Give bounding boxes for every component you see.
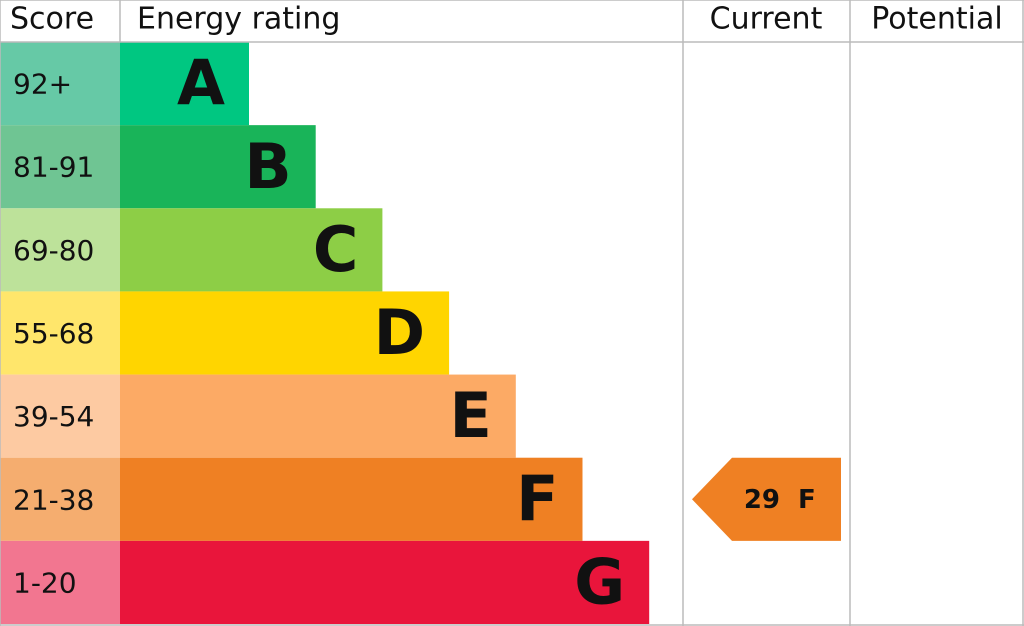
- rating-letter: D: [374, 296, 425, 369]
- score-label: 39-54: [13, 400, 94, 433]
- score-label: 55-68: [13, 317, 94, 350]
- score-cell: [0, 125, 120, 209]
- rating-bar: [120, 540, 650, 624]
- score-label: 21-38: [13, 483, 94, 516]
- rating-letter: G: [574, 546, 625, 619]
- rating-letter: C: [313, 213, 359, 286]
- header-current: Current: [710, 2, 823, 37]
- current-arrow: [692, 457, 841, 541]
- score-cell: [0, 208, 120, 292]
- rating-letter: F: [516, 462, 558, 535]
- current-value: 29: [744, 485, 780, 515]
- rating-bar: [120, 374, 516, 458]
- score-cell: [0, 374, 120, 458]
- header-rating: Energy rating: [137, 2, 340, 37]
- rating-letter: B: [244, 130, 291, 203]
- rating-bar: [120, 291, 450, 375]
- header-potential: Potential: [871, 2, 1002, 37]
- current-letter: F: [798, 485, 816, 515]
- score-label: 69-80: [13, 234, 94, 267]
- rating-bar: [120, 457, 583, 541]
- rating-letter: E: [449, 379, 491, 452]
- score-cell: [0, 42, 120, 126]
- score-label: 81-91: [13, 151, 94, 184]
- rating-bar: [120, 208, 383, 292]
- score-cell: [0, 540, 120, 624]
- score-cell: [0, 291, 120, 375]
- score-cell: [0, 457, 120, 541]
- rating-bar: [120, 42, 249, 126]
- rating-bar: [120, 125, 316, 209]
- header-score: Score: [10, 2, 94, 37]
- rating-letter: A: [177, 47, 225, 120]
- score-label: 1-20: [13, 566, 77, 599]
- score-label: 92+: [13, 68, 72, 101]
